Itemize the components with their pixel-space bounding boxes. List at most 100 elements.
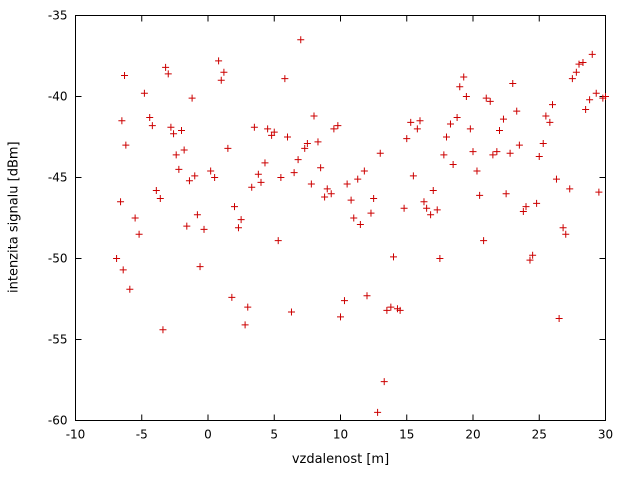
data-point xyxy=(496,127,503,135)
data-point xyxy=(374,408,382,416)
data-point xyxy=(270,128,278,136)
data-point xyxy=(284,133,291,141)
data-point xyxy=(552,175,560,183)
data-point xyxy=(466,125,474,133)
data-point xyxy=(119,266,127,274)
data-point xyxy=(453,114,461,122)
data-point xyxy=(416,117,424,125)
data-point xyxy=(167,123,175,131)
plot-border xyxy=(75,15,606,421)
data-point xyxy=(277,174,285,181)
data-point xyxy=(343,180,351,188)
data-point xyxy=(113,255,121,262)
data-point xyxy=(118,117,126,125)
x-tick-label: 15 xyxy=(399,428,414,442)
data-point xyxy=(356,220,364,228)
data-point xyxy=(310,112,318,120)
data-point xyxy=(248,183,256,191)
data-point xyxy=(340,297,348,305)
data-point xyxy=(360,167,368,175)
data-point xyxy=(170,130,178,138)
data-point xyxy=(224,144,232,152)
data-point xyxy=(549,101,556,109)
data-point xyxy=(456,83,464,91)
data-point xyxy=(443,133,450,141)
data-point xyxy=(383,306,391,314)
data-point xyxy=(546,118,554,126)
data-point xyxy=(559,224,567,232)
data-point xyxy=(509,80,517,88)
data-point xyxy=(423,204,431,212)
data-point xyxy=(433,206,441,214)
data-point xyxy=(522,203,530,211)
data-point xyxy=(148,122,156,130)
data-point xyxy=(117,198,125,206)
data-point xyxy=(175,165,183,173)
data-point xyxy=(162,63,170,71)
data-point xyxy=(513,107,521,115)
data-point xyxy=(396,306,404,314)
data-point xyxy=(354,175,362,183)
data-point xyxy=(264,125,272,133)
data-point xyxy=(121,71,129,79)
y-tick-label: -50 xyxy=(48,252,68,266)
data-point xyxy=(575,60,583,68)
data-point xyxy=(390,253,397,261)
data-point xyxy=(588,50,596,58)
data-point xyxy=(529,251,537,259)
data-point xyxy=(595,188,603,196)
data-point xyxy=(499,115,507,123)
data-point xyxy=(562,230,570,238)
data-point xyxy=(506,149,514,157)
data-point xyxy=(140,89,148,97)
data-point xyxy=(185,177,193,185)
x-axis-label: vzdalenost [m] xyxy=(291,452,390,467)
data-point xyxy=(257,178,265,186)
data-point xyxy=(220,68,228,76)
data-point xyxy=(135,230,143,238)
y-axis-label: intenzita signalu [dBm] xyxy=(6,141,22,294)
data-point xyxy=(376,149,384,157)
data-point xyxy=(297,36,305,44)
x-tick-label: 0 xyxy=(204,428,212,442)
y-tick-label: -60 xyxy=(48,414,68,428)
data-point xyxy=(409,172,417,180)
data-point xyxy=(579,58,587,66)
data-point xyxy=(307,180,315,188)
data-point xyxy=(602,93,609,100)
data-point xyxy=(489,151,497,159)
data-point xyxy=(380,378,388,386)
data-point xyxy=(228,293,236,301)
data-point xyxy=(473,167,481,175)
data-point xyxy=(515,141,523,149)
data-point xyxy=(542,112,550,120)
data-point xyxy=(403,135,411,143)
data-point xyxy=(314,138,322,146)
data-point xyxy=(592,89,600,97)
data-point xyxy=(480,237,488,245)
data-point xyxy=(350,214,358,222)
data-point xyxy=(254,170,262,178)
data-point xyxy=(436,255,444,262)
data-point xyxy=(317,164,325,172)
y-tick-label: -55 xyxy=(48,333,68,347)
data-point xyxy=(526,256,534,264)
data-point xyxy=(449,161,457,169)
data-point xyxy=(407,118,415,126)
data-point xyxy=(217,76,225,84)
data-point xyxy=(193,211,201,219)
data-point xyxy=(469,148,477,156)
data-point xyxy=(159,326,167,334)
y-tick-label: -35 xyxy=(48,9,68,23)
data-point xyxy=(200,225,208,233)
data-point xyxy=(290,169,298,177)
data-point xyxy=(502,190,510,198)
data-point xyxy=(370,195,378,203)
x-tick-label: 10 xyxy=(333,428,348,442)
x-tick-label: 25 xyxy=(532,428,547,442)
y-tick-label: -45 xyxy=(48,171,68,185)
data-point xyxy=(196,263,204,271)
data-point xyxy=(323,185,331,193)
data-point xyxy=(330,125,338,133)
